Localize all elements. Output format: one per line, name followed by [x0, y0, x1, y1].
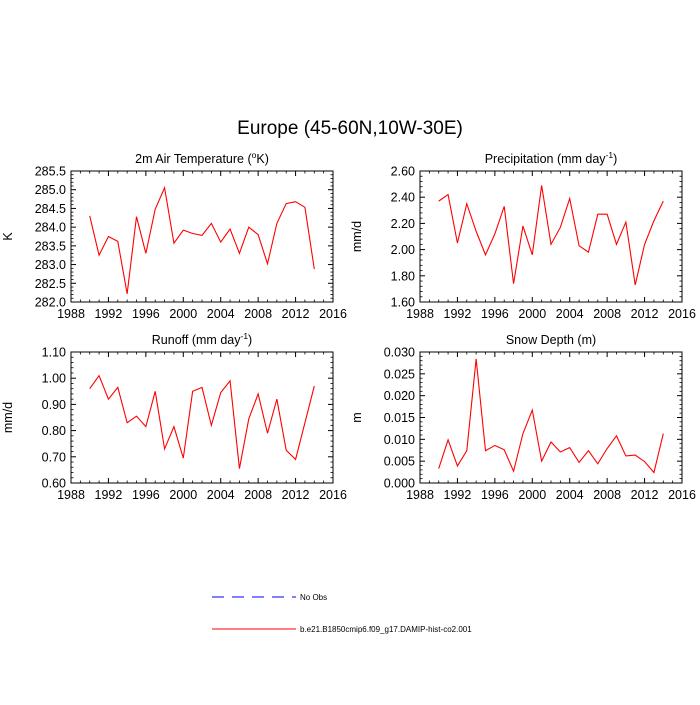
y-tick-label: 0.010: [384, 433, 415, 447]
panel-title-text: Snow Depth (m): [506, 333, 596, 347]
y-tick-label: 2.00: [391, 243, 415, 257]
y-axis-label: m: [350, 412, 364, 422]
series-line-1: [438, 358, 664, 474]
y-tick-label: 0.60: [42, 477, 66, 491]
chart-panel-1: 2m Air Temperature (oK) 1988 1992 1996 2000 2…: [1, 150, 347, 321]
panels: 2m Air Temperature (oK)1988 1992 1996 2000 2…: [1, 150, 696, 502]
panel-title-suffix: ): [613, 152, 617, 166]
y-tick-label: 0.90: [42, 398, 66, 412]
x-tick-label: 1996: [132, 307, 160, 321]
x-tick-label: 2000: [169, 488, 197, 502]
y-tick-label: 285.0: [35, 183, 66, 197]
x-tick-label: 2012: [631, 307, 659, 321]
x-tick-label: 2000: [169, 307, 197, 321]
x-tick-label: 2004: [556, 488, 584, 502]
x-tick-label: 1988: [406, 488, 434, 502]
x-tick-label: 2016: [668, 307, 696, 321]
x-tick-label: 2008: [244, 488, 272, 502]
series-line-1: [89, 374, 315, 469]
y-tick-label: 0.015: [384, 411, 415, 425]
y-tick-label: 1.60: [391, 296, 415, 310]
main-title: Europe (45-60N,10W-30E): [237, 118, 463, 139]
chart-panel-4: Snow Depth (m) 1988 1992 1996 2000 2004 2008 20…: [350, 333, 696, 502]
y-tick-label: 0.80: [42, 424, 66, 438]
panel-title-text: Precipitation (mm day: [485, 152, 607, 166]
x-tick-label: 2000: [518, 488, 546, 502]
x-tick-label: 2012: [282, 307, 310, 321]
panel-title-superscript: -1: [606, 150, 614, 160]
panel-title-suffix: K): [256, 152, 269, 166]
y-tick-label: 282.5: [35, 277, 66, 291]
y-tick-label: 284.5: [35, 202, 66, 216]
legend-label-2: b.e21.B1850cmip6.f09_g17.DAMIP-hist-co2.…: [300, 625, 472, 634]
chart-panel-3: Runoff (mm day-1) 1988 1992 1996 2000 2004 200…: [1, 331, 347, 502]
x-tick-label: 1992: [95, 488, 123, 502]
x-tick-label: 1988: [406, 307, 434, 321]
legend-label-1: No Obs: [300, 593, 327, 602]
y-tick-label: 1.80: [391, 269, 415, 283]
panel-title-superscript: -1: [240, 331, 248, 341]
panel-title-text: Runoff (mm day: [152, 333, 241, 347]
x-tick-label: 1996: [132, 488, 160, 502]
x-tick-label: 1996: [481, 307, 509, 321]
series-line-1: [89, 185, 315, 294]
chart-panel-2: Precipitation (mm day-1) 1988 1992 1996 2000…: [350, 150, 696, 321]
panel-title-superscript: o: [252, 150, 257, 160]
x-tick-label: 2016: [319, 307, 347, 321]
x-tick-label: 1988: [57, 488, 85, 502]
y-tick-label: 0.005: [384, 455, 415, 469]
x-tick-label: 1992: [444, 307, 472, 321]
x-tick-label: 2004: [207, 488, 235, 502]
legend: No Obs b.e21.B1850cmip6.f09_g17.DAMIP-his…: [212, 593, 472, 634]
y-tick-label: 0.025: [384, 367, 415, 381]
x-tick-label: 2012: [282, 488, 310, 502]
x-tick-label: 1996: [481, 488, 509, 502]
y-tick-label: 0.000: [384, 477, 415, 491]
y-tick-label: 282.0: [35, 296, 66, 310]
x-tick-label: 2008: [593, 307, 621, 321]
x-tick-label: 1988: [57, 307, 85, 321]
y-axis-label: K: [1, 232, 15, 241]
panel-title-suffix: ): [248, 333, 252, 347]
y-tick-label: 2.60: [391, 165, 415, 179]
x-tick-label: 2016: [319, 488, 347, 502]
y-tick-label: 285.5: [35, 165, 66, 179]
panel-title: Precipitation (mm day-1): [485, 150, 618, 166]
plot-frame: [70, 170, 334, 303]
y-tick-label: 0.70: [42, 450, 66, 464]
x-tick-label: 2008: [593, 488, 621, 502]
y-tick-label: 284.0: [35, 221, 66, 235]
y-axis-label: mm/d: [350, 221, 364, 252]
x-tick-label: 1992: [444, 488, 472, 502]
x-tick-label: 1992: [95, 307, 123, 321]
plot-frame: [70, 351, 334, 484]
x-tick-label: 2012: [631, 488, 659, 502]
y-tick-label: 0.030: [384, 346, 415, 360]
panel-title: Snow Depth (m): [506, 333, 596, 347]
y-axis-label: mm/d: [1, 402, 15, 433]
x-tick-label: 2008: [244, 307, 272, 321]
y-tick-label: 0.020: [384, 389, 415, 403]
x-tick-label: 2004: [207, 307, 235, 321]
y-tick-label: 283.0: [35, 258, 66, 272]
panel-title-text: 2m Air Temperature (: [135, 152, 252, 166]
series-line-1: [438, 185, 664, 286]
panel-title: Runoff (mm day-1): [152, 331, 252, 347]
y-tick-label: 2.40: [391, 191, 415, 205]
x-tick-label: 2000: [518, 307, 546, 321]
y-tick-label: 1.10: [42, 346, 66, 360]
y-tick-label: 283.5: [35, 239, 66, 253]
x-tick-label: 2016: [668, 488, 696, 502]
y-tick-label: 1.00: [42, 372, 66, 386]
panel-title: 2m Air Temperature (oK): [135, 150, 269, 166]
y-tick-label: 2.20: [391, 217, 415, 231]
x-tick-label: 2004: [556, 307, 584, 321]
